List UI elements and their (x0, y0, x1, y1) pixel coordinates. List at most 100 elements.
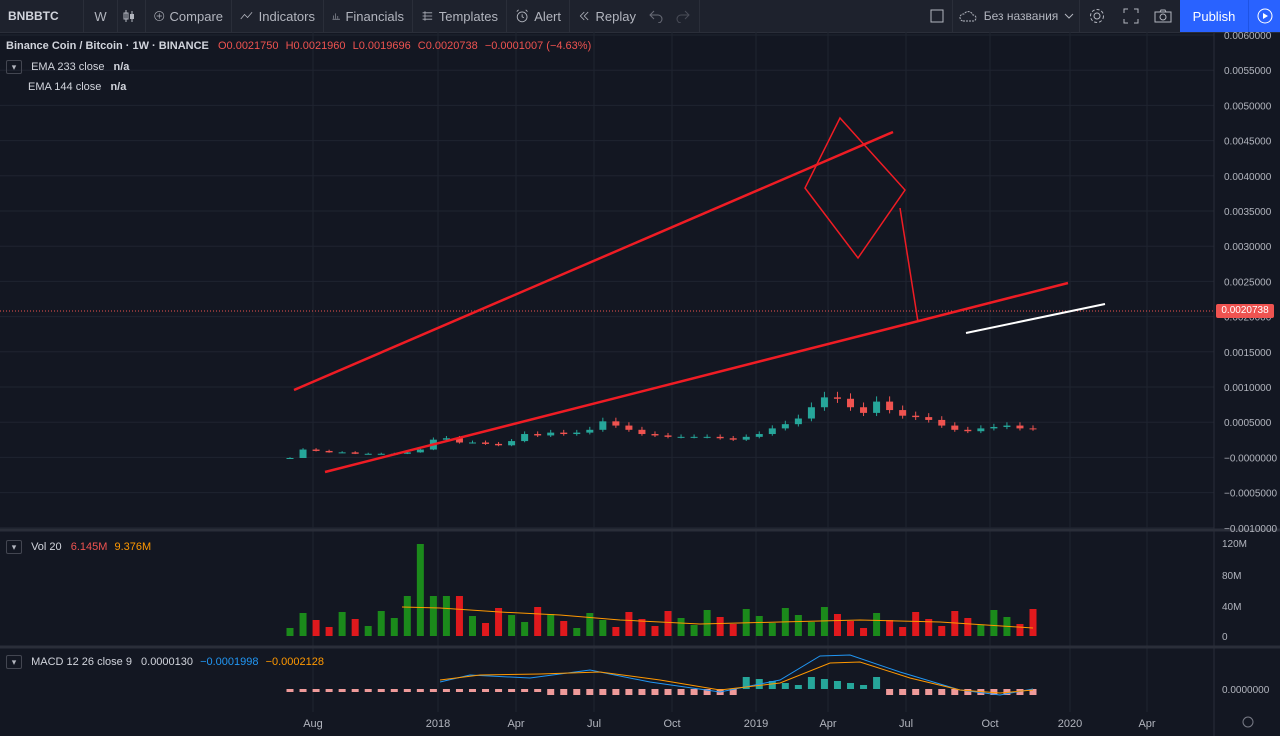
snapshot-button[interactable] (1150, 0, 1176, 32)
volume-tick-label: 40M (1222, 602, 1241, 613)
volume-bar (703, 610, 711, 636)
price-chart[interactable]: 0.0060000 0.0055000 0.0050000 0.0045000 0.00… (0, 32, 1280, 736)
volume-bar (938, 626, 946, 636)
price-tick-label: 0.0015000 (1224, 348, 1272, 359)
price-tick-label: 0.0020000 (1224, 313, 1272, 324)
candle-body (873, 401, 881, 413)
candle-body (742, 436, 750, 440)
candle-body (820, 397, 828, 408)
macd-histogram-bar (573, 689, 581, 695)
volume-bar (899, 627, 907, 636)
volume-legend[interactable]: ▾ Vol 20 6.145M 9.376M (6, 540, 151, 554)
volume-bar (716, 617, 724, 636)
price-tick-label: −0.0010000 (1224, 524, 1278, 535)
layout-name-button[interactable]: Без названия (952, 0, 1080, 32)
volume-bar (990, 610, 998, 636)
volume-bar (312, 620, 320, 636)
macd-histogram-bar (807, 677, 815, 689)
candle-body (977, 428, 985, 432)
volume-bar (612, 627, 620, 636)
candle-body (286, 458, 294, 459)
volume-bar (820, 607, 828, 636)
volume-label: Vol 20 (31, 540, 62, 553)
layout-name-label: Без названия (983, 9, 1059, 23)
drawings (293, 116, 1106, 474)
macd-legend[interactable]: ▾ MACD 12 26 close 9 0.0000130 −0.000199… (6, 655, 324, 669)
volume-tick-label: 0 (1222, 632, 1228, 643)
volume-bar (560, 621, 568, 636)
volume-bar (586, 613, 594, 636)
replay-button[interactable]: Replay (570, 0, 644, 32)
ema233-legend[interactable]: ▾ EMA 233 close n/a (6, 60, 129, 74)
volume-bar (495, 608, 503, 636)
price-tick-label: 0.0055000 (1224, 66, 1272, 77)
candle-body (833, 397, 841, 399)
publish-button[interactable]: Publish (1180, 0, 1248, 32)
macd-histogram-bar (951, 689, 959, 695)
ema144-legend[interactable]: EMA 144 close n/a (28, 81, 126, 93)
gear-icon (1090, 9, 1104, 23)
indicators-label: Indicators (258, 8, 315, 24)
volume-bar (677, 618, 685, 636)
alert-button[interactable]: Alert (507, 0, 570, 32)
volume-bar (364, 626, 372, 636)
fullscreen-button[interactable] (1118, 0, 1144, 32)
candle-body (964, 429, 972, 432)
time-tick-label: Aug (303, 718, 323, 730)
volume-bar (886, 620, 894, 636)
legend-low: L0.0019696 (352, 40, 411, 52)
macd-histogram-bar (468, 689, 476, 692)
indicators-button[interactable]: Indicators (232, 0, 324, 32)
candle-body (612, 421, 620, 426)
price-tick-label: 0.0030000 (1224, 242, 1272, 253)
collapse-macd-button[interactable]: ▾ (6, 655, 22, 669)
candle-body (299, 449, 307, 458)
volume-bar (977, 625, 985, 636)
volume-bar (690, 625, 698, 636)
ema144-label: EMA 144 close (28, 81, 102, 93)
replay-play-button[interactable] (1248, 0, 1280, 32)
compare-button[interactable]: Compare (146, 0, 232, 32)
candle-body (521, 434, 529, 442)
financials-button[interactable]: Financials (324, 0, 413, 32)
chart-style-button[interactable] (118, 0, 146, 32)
macd-histogram-bar (768, 681, 776, 689)
candle-body (860, 407, 868, 413)
macd-histogram-bar (429, 689, 437, 692)
candle-body (377, 453, 385, 455)
undo-button[interactable] (644, 0, 672, 32)
macd-histogram-bar (351, 689, 359, 692)
candle-body (573, 432, 581, 435)
templates-button[interactable]: Templates (413, 0, 507, 32)
time-tick-label: 2020 (1058, 718, 1082, 730)
volume-bar (377, 611, 385, 636)
cloud-icon (959, 11, 977, 22)
collapse-legend-button[interactable]: ▾ (6, 60, 22, 74)
collapse-volume-button[interactable]: ▾ (6, 540, 22, 554)
upper-trendline (293, 130, 894, 392)
publish-label: Publish (1192, 8, 1236, 24)
time-tick-label: Jul (899, 718, 913, 730)
symbol-search-button[interactable]: BNBBTC (0, 0, 84, 32)
volume-bar (442, 596, 450, 636)
redo-button[interactable] (672, 0, 700, 32)
interval-button[interactable]: W (84, 0, 118, 32)
macd-pane (286, 654, 1037, 696)
macd-histogram-bar (651, 689, 659, 695)
indicators-icon (240, 11, 253, 20)
compare-label: Compare (169, 8, 223, 24)
candle-body (534, 434, 542, 436)
chevron-down-icon (1064, 13, 1074, 19)
volume-bar (482, 623, 490, 636)
volume-bar (1029, 609, 1037, 636)
volume-bar (860, 628, 868, 636)
projection-line (899, 207, 919, 323)
macd-histogram-bar (508, 689, 516, 692)
candle-body (690, 436, 698, 438)
time-tick-label: 2018 (426, 718, 450, 730)
candle-body (442, 438, 450, 440)
macd-histogram-bar (873, 677, 881, 689)
fullscreen-toggle[interactable] (926, 0, 948, 32)
candle-body (912, 415, 920, 418)
settings-button[interactable] (1084, 0, 1110, 32)
